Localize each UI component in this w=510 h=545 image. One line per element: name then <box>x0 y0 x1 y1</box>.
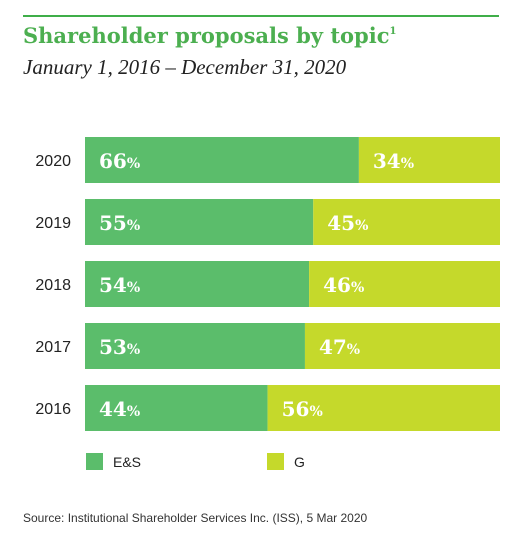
bar-g-2019 <box>313 199 500 245</box>
y-tick-label-2020: 2020 <box>35 153 71 170</box>
chart-title-text: Shareholder proposals by topic <box>23 23 390 48</box>
chart-subtitle: January 1, 2016 – December 31, 2020 <box>23 55 347 79</box>
y-tick-label-2019: 2019 <box>35 215 71 232</box>
bar-g-2016 <box>267 385 500 431</box>
data-label-es-2020: 66% <box>99 149 140 173</box>
bar-es-2020 <box>85 137 359 183</box>
data-label-es-2017: 53% <box>99 335 140 359</box>
bar-es-2018 <box>85 261 310 307</box>
source-note: Source: Institutional Shareholder Servic… <box>23 511 368 525</box>
legend-label-g: G <box>294 453 305 470</box>
header-rule <box>23 15 499 17</box>
data-label-g-2019: 45% <box>327 211 368 235</box>
data-label-es-2019: 55% <box>99 211 140 235</box>
bar-es-2019 <box>85 199 314 245</box>
data-label-g-2016: 56% <box>282 397 323 421</box>
legend-swatch-es <box>86 453 103 470</box>
bar-g-2017 <box>304 323 500 369</box>
y-tick-label-2017: 2017 <box>35 339 71 356</box>
bar-g-2018 <box>309 261 500 307</box>
legend-item-g: G <box>267 453 305 470</box>
bar-es-2016 <box>85 385 268 431</box>
chart-title: Shareholder proposals by topic1 <box>23 23 396 48</box>
legend-label-es: E&S <box>113 453 142 470</box>
data-label-es-2016: 44% <box>99 397 140 421</box>
bar-es-2017 <box>85 323 305 369</box>
stacked-bar-chart: 2020 66% 34% 2019 55% 45% 2018 54% 46% 2017 53% 47%… <box>35 137 500 431</box>
legend-swatch-g <box>267 453 284 470</box>
y-tick-label-2016: 2016 <box>35 401 71 418</box>
bar-g-2020 <box>358 137 500 183</box>
data-label-g-2017: 47% <box>319 335 360 359</box>
data-label-g-2020: 34% <box>373 149 414 173</box>
y-tick-label-2018: 2018 <box>35 277 71 294</box>
legend-item-es: E&S <box>86 453 141 470</box>
title-footnote-marker: 1 <box>389 26 397 37</box>
data-label-es-2018: 54% <box>99 273 140 297</box>
data-label-g-2018: 46% <box>323 273 364 297</box>
